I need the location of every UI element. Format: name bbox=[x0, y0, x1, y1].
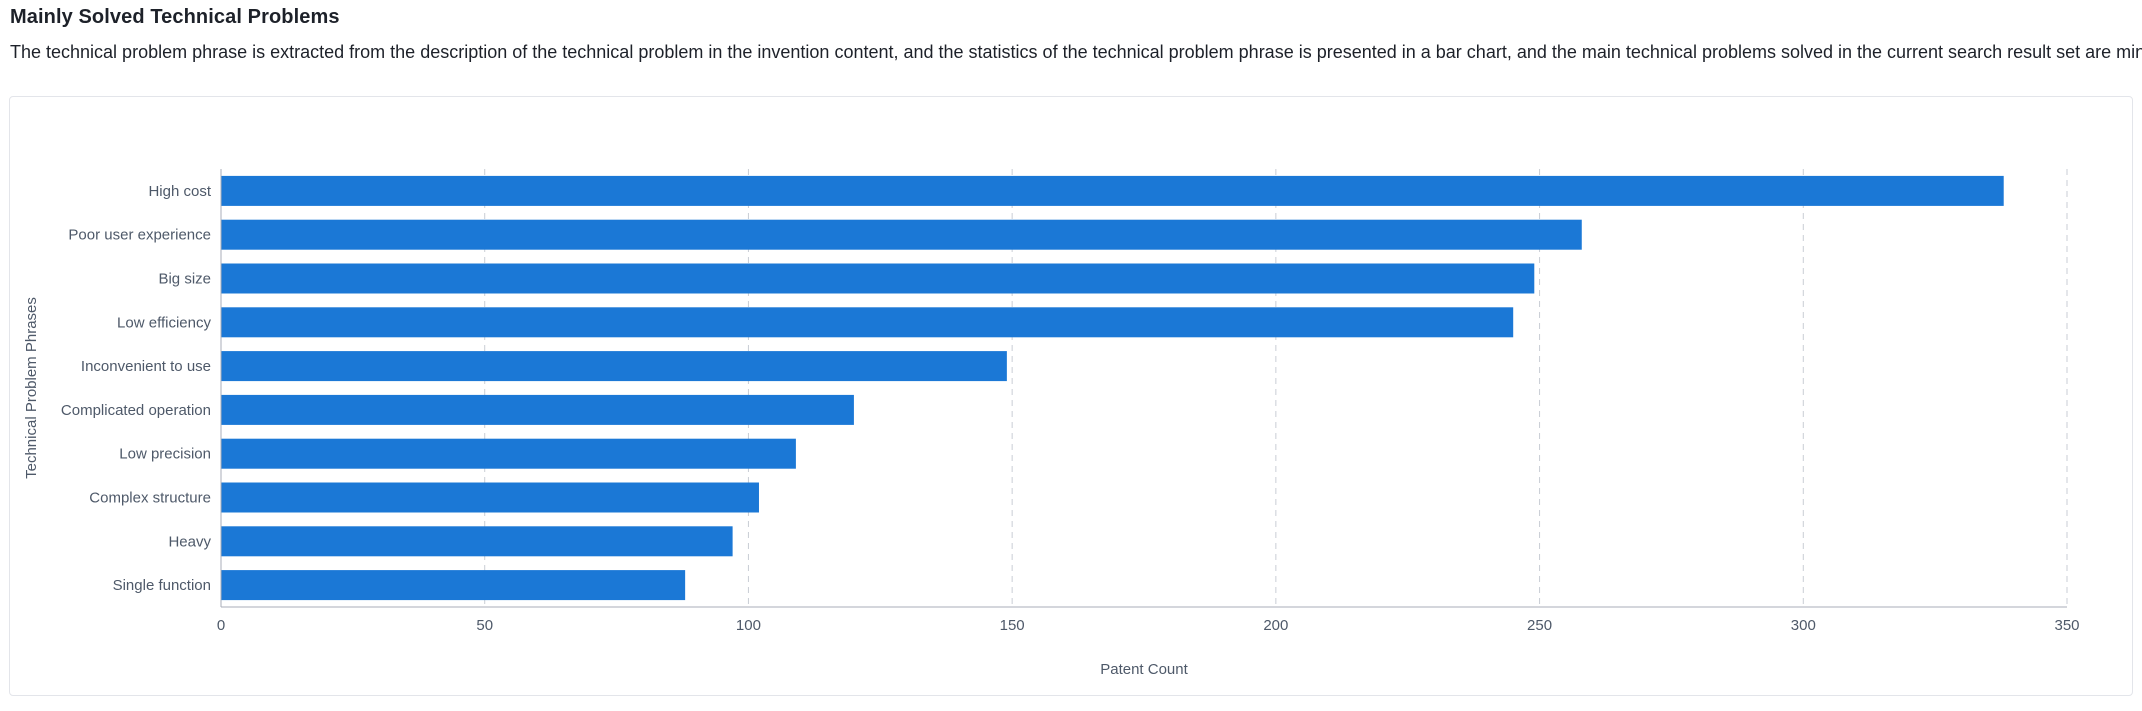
category-label: Heavy bbox=[168, 533, 211, 550]
bars bbox=[221, 175, 2004, 601]
section-title: Mainly Solved Technical Problems bbox=[10, 6, 340, 28]
bar bbox=[221, 438, 796, 469]
section-description: The technical problem phrase is extracte… bbox=[10, 42, 2142, 62]
x-axis-title: Patent Count bbox=[1100, 661, 1188, 678]
labels: 0 50 100 150 200 250 300 350 High cost Poor user … bbox=[23, 183, 2080, 678]
bar bbox=[221, 526, 733, 557]
category-label: Single function bbox=[113, 577, 211, 594]
bar bbox=[221, 175, 2004, 206]
y-axis-title: Technical Problem Phrases bbox=[23, 297, 40, 479]
x-tick-label: 150 bbox=[1000, 617, 1025, 634]
category-label: Complicated operation bbox=[61, 402, 211, 419]
bar bbox=[221, 307, 1514, 338]
category-label: Low efficiency bbox=[117, 314, 211, 331]
category-label: Poor user experience bbox=[68, 227, 211, 244]
bar bbox=[221, 570, 686, 601]
bar bbox=[221, 394, 854, 425]
category-label: Inconvenient to use bbox=[81, 358, 211, 375]
category-label: Complex structure bbox=[89, 490, 211, 507]
bar-chart: 0 50 100 150 200 250 300 350 High cost Poor user … bbox=[23, 169, 2080, 678]
x-tick-label: 100 bbox=[736, 617, 761, 634]
bar bbox=[221, 219, 1582, 250]
x-tick-label: 50 bbox=[476, 617, 493, 634]
x-tick-label: 250 bbox=[1527, 617, 1552, 634]
category-label: Low precision bbox=[119, 446, 211, 463]
x-tick-label: 300 bbox=[1791, 617, 1816, 634]
axes bbox=[220, 169, 2067, 608]
category-label: Big size bbox=[158, 271, 211, 288]
bar bbox=[221, 263, 1535, 294]
chart-card: 0 50 100 150 200 250 300 350 High cost Poor user … bbox=[9, 96, 2133, 696]
category-label: High cost bbox=[148, 183, 211, 200]
bar bbox=[221, 482, 759, 513]
x-tick-label: 200 bbox=[1263, 617, 1288, 634]
bar bbox=[221, 351, 1007, 382]
x-tick-label: 350 bbox=[2054, 617, 2079, 634]
x-tick-label: 0 bbox=[217, 617, 225, 634]
